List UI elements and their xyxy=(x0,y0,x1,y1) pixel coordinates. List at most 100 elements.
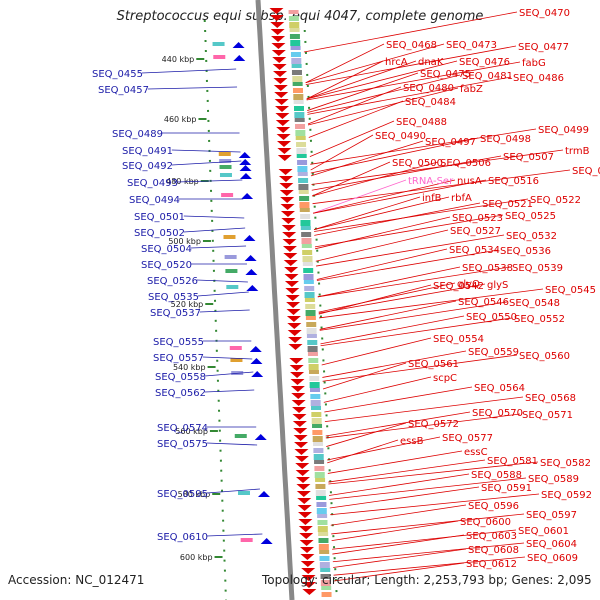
leader-line xyxy=(323,376,432,403)
reverse-gene-arrow xyxy=(282,246,297,252)
gene-label-reverse: SEQ_0554 xyxy=(433,334,484,345)
gene-label-reverse: SEQ_0527 xyxy=(450,226,501,237)
feature-block xyxy=(312,430,323,435)
gene-label-forward: SEQ_0457 xyxy=(98,85,149,96)
feature-block xyxy=(295,124,306,129)
reverse-gene-arrow xyxy=(302,589,317,595)
leader-line xyxy=(199,309,250,313)
gene-label-reverse: glyS xyxy=(487,280,508,291)
gene-label-forward: SEQ_0555 xyxy=(153,337,204,348)
feature-block xyxy=(312,424,323,428)
reverse-gene-arrow xyxy=(284,274,299,280)
gene-label-reverse: SEQ_0521 xyxy=(482,199,533,210)
gene-label-reverse: SEQ_0534 xyxy=(449,245,500,256)
gene-label-reverse: scpC xyxy=(433,373,457,384)
gene-label-reverse: SEQ_0564 xyxy=(474,383,525,394)
feature-block xyxy=(312,436,323,442)
gene-label-reverse: SEQ_0597 xyxy=(526,510,577,521)
feature-block xyxy=(297,172,308,176)
leader-line xyxy=(310,128,537,165)
leader-line xyxy=(319,300,457,330)
gene-label-reverse: SEQ_0507 xyxy=(503,152,554,163)
gene-label-reverse: SEQ_0470 xyxy=(519,8,570,19)
feature-block xyxy=(299,208,310,212)
reverse-gene-arrow xyxy=(289,365,304,371)
reverse-gene-arrow xyxy=(294,449,309,455)
reverse-gene-arrow xyxy=(300,561,315,567)
reverse-gene-arrow xyxy=(295,463,310,469)
feature-block xyxy=(290,46,301,50)
feature-block xyxy=(304,298,315,302)
leader-line xyxy=(305,43,385,84)
feature-block xyxy=(292,88,303,93)
forward-feature-block xyxy=(218,152,231,156)
leader-line xyxy=(324,396,524,422)
reverse-gene-arrow xyxy=(295,470,310,476)
reverse-gene-arrow xyxy=(280,197,295,203)
reverse-gene-arrow xyxy=(273,78,288,84)
gene-label-forward: SEQ_0595 xyxy=(157,489,208,500)
gene-label-forward: SEQ_0574 xyxy=(157,423,208,434)
leader-line xyxy=(332,529,517,550)
gene-label-reverse: SEQ_0480 xyxy=(403,83,454,94)
reverse-gene-arrow xyxy=(294,442,309,448)
feature-block xyxy=(319,556,330,561)
reverse-gene-arrow xyxy=(272,64,287,70)
forward-gene-arrow xyxy=(241,193,254,199)
feature-block xyxy=(318,532,329,536)
feature-block xyxy=(300,226,311,230)
feature-block xyxy=(316,508,327,514)
reverse-gene-arrow xyxy=(271,43,286,49)
leader-line xyxy=(328,459,486,483)
reverse-gene-arrow xyxy=(287,330,302,336)
leader-line xyxy=(325,413,521,439)
reverse-gene-arrow xyxy=(299,547,314,553)
feature-block xyxy=(317,514,328,518)
reverse-gene-arrow xyxy=(296,491,311,497)
forward-feature-block xyxy=(223,235,236,239)
leader-line xyxy=(306,60,458,100)
gene-label-reverse: SEQ_0525 xyxy=(505,211,556,222)
feature-block xyxy=(293,94,304,100)
leader-line xyxy=(206,533,263,537)
leader-line xyxy=(318,282,456,313)
gene-label-reverse: SEQ_0589 xyxy=(528,474,579,485)
feature-block xyxy=(319,562,330,568)
forward-gene-arrow xyxy=(239,173,252,179)
gene-label-reverse: SEQ_0581 xyxy=(487,456,538,467)
gene-label-reverse: SEQ_0475 xyxy=(420,69,471,80)
leader-line xyxy=(311,149,564,185)
leader-line xyxy=(333,556,526,576)
reverse-gene-arrow xyxy=(293,428,308,434)
feature-block xyxy=(311,406,322,410)
feature-block xyxy=(298,178,309,183)
leader-line xyxy=(331,513,525,535)
kbp-tick-label: 560 kbp xyxy=(175,427,208,436)
reverse-gene-arrow xyxy=(290,372,305,378)
reverse-gene-arrow xyxy=(273,85,288,91)
leader-line xyxy=(307,72,419,111)
gene-label-reverse: SEQ_0600 xyxy=(460,517,511,528)
gene-label-reverse: SEQ_0552 xyxy=(514,314,565,325)
gene-label-reverse: glyQ xyxy=(457,279,480,290)
feature-block xyxy=(303,274,314,280)
forward-feature-block xyxy=(225,269,238,273)
forward-feature-block xyxy=(240,538,253,542)
reverse-gene-arrow xyxy=(296,477,311,483)
gene-label-forward: SEQ_0558 xyxy=(155,372,206,383)
gene-label-reverse: SEQ_0559 xyxy=(468,347,519,358)
feature-block xyxy=(290,40,301,46)
reverse-gene-arrow xyxy=(285,295,300,301)
feature-block xyxy=(309,376,320,381)
forward-gene-arrow xyxy=(246,285,259,291)
gene-label-forward: SEQ_0489 xyxy=(112,129,163,140)
leader-line xyxy=(141,68,237,74)
reverse-gene-arrow xyxy=(274,99,289,105)
forward-gene-arrow xyxy=(238,152,251,158)
leader-line xyxy=(330,504,467,526)
kbp-tick-label: 540 kbp xyxy=(173,363,206,372)
leader-line xyxy=(324,386,473,413)
gene-label-reverse: fabZ xyxy=(460,84,483,95)
feature-block xyxy=(305,304,316,309)
gene-label-reverse: SEQ_0582 xyxy=(540,458,591,469)
